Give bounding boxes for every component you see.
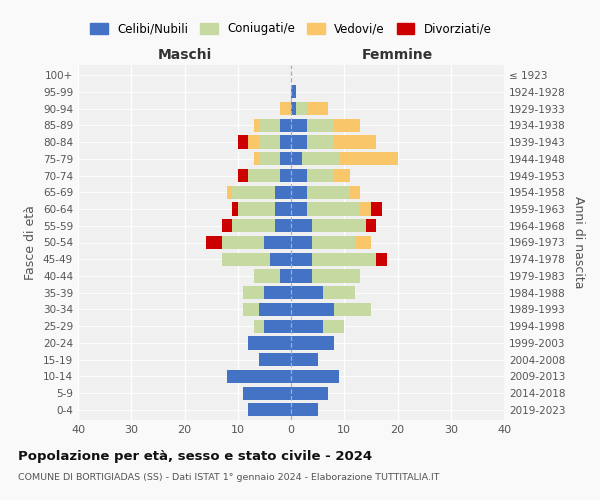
Bar bbox=[248, 136, 259, 148]
Bar bbox=[243, 303, 259, 316]
Bar bbox=[280, 169, 291, 182]
Bar bbox=[307, 119, 334, 132]
Bar bbox=[339, 152, 398, 166]
Bar bbox=[371, 202, 382, 215]
Bar bbox=[350, 186, 360, 199]
Bar bbox=[307, 136, 334, 148]
Bar bbox=[222, 252, 270, 266]
Y-axis label: Fasce di età: Fasce di età bbox=[25, 205, 37, 280]
Bar bbox=[291, 336, 334, 349]
Bar bbox=[259, 353, 291, 366]
Bar bbox=[291, 219, 313, 232]
Bar bbox=[243, 286, 265, 300]
Bar bbox=[206, 236, 222, 249]
Bar bbox=[291, 286, 323, 300]
Bar bbox=[291, 386, 328, 400]
Bar bbox=[313, 252, 376, 266]
Bar bbox=[365, 219, 376, 232]
Bar bbox=[265, 286, 291, 300]
Bar bbox=[355, 236, 371, 249]
Bar bbox=[307, 169, 334, 182]
Bar bbox=[280, 136, 291, 148]
Bar bbox=[323, 286, 355, 300]
Bar bbox=[334, 119, 360, 132]
Bar bbox=[360, 202, 371, 215]
Bar bbox=[291, 320, 323, 333]
Bar bbox=[291, 353, 317, 366]
Bar bbox=[280, 119, 291, 132]
Bar bbox=[243, 386, 291, 400]
Bar bbox=[259, 136, 280, 148]
Bar bbox=[222, 219, 232, 232]
Bar bbox=[232, 219, 275, 232]
Text: Popolazione per età, sesso e stato civile - 2024: Popolazione per età, sesso e stato civil… bbox=[18, 450, 372, 463]
Bar bbox=[254, 270, 280, 282]
Bar bbox=[307, 202, 360, 215]
Bar bbox=[275, 202, 291, 215]
Bar bbox=[280, 270, 291, 282]
Bar bbox=[334, 136, 376, 148]
Bar bbox=[291, 303, 334, 316]
Bar bbox=[291, 136, 307, 148]
Bar bbox=[296, 102, 307, 115]
Bar bbox=[265, 320, 291, 333]
Bar bbox=[227, 370, 291, 383]
Bar bbox=[291, 152, 302, 166]
Bar bbox=[254, 320, 265, 333]
Bar bbox=[254, 119, 259, 132]
Bar bbox=[275, 186, 291, 199]
Bar bbox=[248, 404, 291, 416]
Bar bbox=[313, 219, 365, 232]
Bar bbox=[275, 219, 291, 232]
Text: COMUNE DI BORTIGIADAS (SS) - Dati ISTAT 1° gennaio 2024 - Elaborazione TUTTITALI: COMUNE DI BORTIGIADAS (SS) - Dati ISTAT … bbox=[18, 472, 439, 482]
Bar bbox=[313, 270, 360, 282]
Bar bbox=[238, 169, 248, 182]
Bar bbox=[291, 270, 313, 282]
Bar bbox=[238, 202, 275, 215]
Bar bbox=[291, 186, 307, 199]
Bar bbox=[248, 169, 280, 182]
Bar bbox=[291, 119, 307, 132]
Bar bbox=[227, 186, 232, 199]
Bar bbox=[270, 252, 291, 266]
Bar bbox=[291, 86, 296, 98]
Bar bbox=[259, 303, 291, 316]
Bar bbox=[313, 236, 355, 249]
Bar bbox=[334, 303, 371, 316]
Bar bbox=[232, 202, 238, 215]
Bar bbox=[291, 236, 313, 249]
Bar bbox=[232, 186, 275, 199]
Bar bbox=[254, 152, 259, 166]
Bar bbox=[265, 236, 291, 249]
Bar bbox=[291, 370, 339, 383]
Bar bbox=[222, 236, 265, 249]
Bar bbox=[291, 252, 313, 266]
Bar bbox=[291, 102, 296, 115]
Bar bbox=[291, 202, 307, 215]
Bar bbox=[334, 169, 350, 182]
Bar bbox=[323, 320, 344, 333]
Bar bbox=[259, 152, 280, 166]
Bar bbox=[280, 152, 291, 166]
Bar bbox=[291, 404, 317, 416]
Bar bbox=[238, 136, 248, 148]
Y-axis label: Anni di nascita: Anni di nascita bbox=[572, 196, 585, 289]
Bar bbox=[307, 186, 350, 199]
Bar bbox=[307, 102, 328, 115]
Bar bbox=[376, 252, 387, 266]
Bar bbox=[302, 152, 339, 166]
Bar bbox=[291, 169, 307, 182]
Bar bbox=[259, 119, 280, 132]
Text: Maschi: Maschi bbox=[157, 48, 212, 62]
Text: Femmine: Femmine bbox=[362, 48, 433, 62]
Legend: Celibi/Nubili, Coniugati/e, Vedovi/e, Divorziati/e: Celibi/Nubili, Coniugati/e, Vedovi/e, Di… bbox=[86, 18, 496, 40]
Bar bbox=[248, 336, 291, 349]
Bar bbox=[280, 102, 291, 115]
